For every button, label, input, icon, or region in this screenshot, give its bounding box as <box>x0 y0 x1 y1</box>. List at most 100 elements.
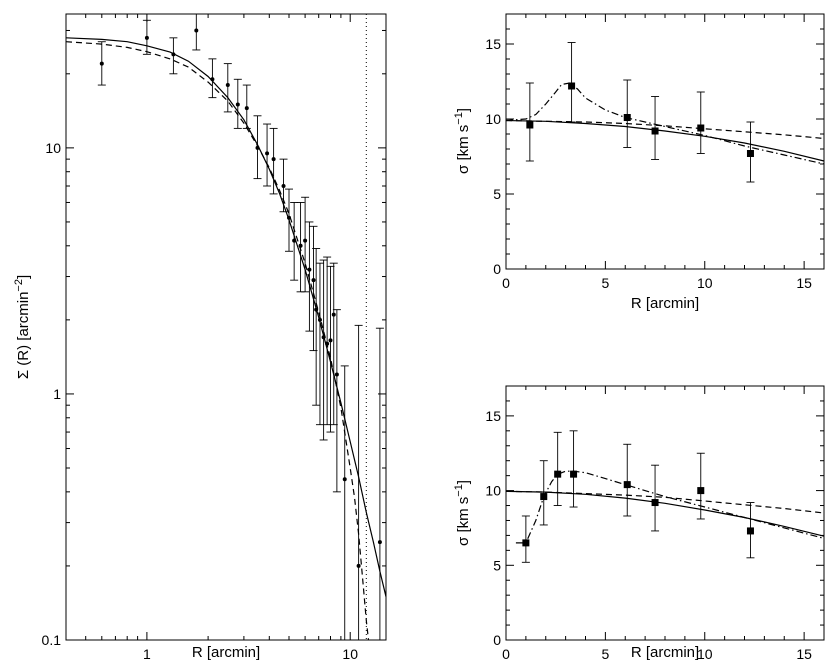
y-axis-label-superscript: −1 <box>453 112 465 125</box>
point-marker <box>317 317 322 322</box>
x-tick-label: 0 <box>502 646 510 662</box>
y-axis-label: σ [km s−1] <box>453 480 472 546</box>
x-tick-label: 0 <box>502 275 510 291</box>
curve-dashdot <box>515 470 825 544</box>
curve-dashdot <box>505 82 825 165</box>
point-marker <box>334 372 339 377</box>
data-point <box>569 430 578 508</box>
data-point <box>319 259 328 441</box>
data-point <box>223 63 232 113</box>
data-point <box>263 123 272 187</box>
data-point <box>340 365 349 641</box>
plot-frame <box>505 385 825 641</box>
point-marker <box>271 157 276 162</box>
y-axis-label: Σ (R) [arcmin−2] <box>13 275 32 379</box>
point-marker <box>568 82 576 90</box>
data-point <box>746 121 755 183</box>
point-marker <box>287 215 292 220</box>
data-point <box>305 221 314 332</box>
point-marker <box>356 563 361 568</box>
y-tick-label: 1 <box>53 386 61 402</box>
x-tick-label: 15 <box>796 275 812 291</box>
point-marker <box>298 243 303 248</box>
data-point <box>623 443 632 517</box>
point-marker <box>342 477 347 482</box>
point-marker <box>746 527 754 535</box>
point-marker <box>570 470 578 478</box>
major-ticks: 0 5 10 15 0 5 10 15 <box>485 14 825 291</box>
panel-dispersion-bottom: 0 5 10 15 0 5 10 15 R [arcmin] σ [km s−1] <box>453 385 825 662</box>
curve-dashed <box>65 41 370 641</box>
point-marker <box>144 35 149 40</box>
data-point <box>329 262 338 426</box>
point-marker <box>331 312 336 317</box>
point-marker <box>314 307 319 312</box>
point-marker <box>281 183 286 188</box>
point-marker <box>623 481 631 489</box>
data-point <box>696 452 705 520</box>
point-marker <box>303 238 308 243</box>
data-point <box>242 84 251 129</box>
point-marker <box>171 52 176 57</box>
data-point <box>142 19 151 55</box>
data-point <box>326 265 335 433</box>
point-marker <box>321 335 326 340</box>
data-point <box>525 82 534 162</box>
point-marker <box>99 61 104 66</box>
point-marker <box>697 124 705 132</box>
data-point <box>253 115 262 180</box>
point-marker <box>540 493 548 501</box>
curve-dashed <box>505 119 825 140</box>
x-tick-label: 10 <box>697 275 713 291</box>
panel-surface-density: 1 10 0.1 1 10 R [arcmin] Σ (R) [arcmin−2] <box>13 13 387 662</box>
data-point <box>332 309 341 493</box>
data-point <box>312 248 321 406</box>
x-tick-label: 10 <box>342 646 358 662</box>
data-point <box>296 202 305 293</box>
point-marker <box>554 470 562 478</box>
point-marker <box>265 151 270 156</box>
data-point <box>290 202 299 281</box>
major-ticks: 0 5 10 15 0 5 10 15 <box>485 386 825 662</box>
y-tick-label: 10 <box>45 140 61 156</box>
data-point <box>746 502 755 559</box>
curve-dashed <box>505 490 825 514</box>
point-marker <box>311 278 316 283</box>
plot-frame <box>505 13 825 270</box>
data-point <box>651 464 660 532</box>
model-curves <box>65 37 387 641</box>
point-marker <box>377 540 382 545</box>
model-curves <box>505 470 825 544</box>
point-marker <box>307 267 312 272</box>
x-axis-label: R [arcmin] <box>631 295 699 312</box>
data-point <box>623 79 632 148</box>
curve-solid <box>505 490 825 537</box>
data-point <box>301 196 310 293</box>
model-curves <box>505 82 825 165</box>
data-point <box>315 262 324 426</box>
point-marker <box>651 127 659 135</box>
point-marker <box>651 499 659 507</box>
curve-solid <box>65 37 387 597</box>
x-axis-label: R [arcmin] <box>192 644 260 661</box>
y-tick-label: 5 <box>493 557 501 573</box>
point-marker <box>194 28 199 33</box>
point-marker <box>526 121 534 129</box>
data-point <box>285 188 294 252</box>
data-point <box>169 37 178 75</box>
point-marker <box>244 106 249 111</box>
y-tick-label: 10 <box>485 111 501 127</box>
y-tick-label: 15 <box>485 408 501 424</box>
data-point <box>354 324 363 641</box>
plot-frame <box>65 13 387 641</box>
data-point <box>521 515 530 563</box>
data-point <box>233 78 242 129</box>
y-axis-label: σ [km s−1] <box>453 108 472 174</box>
point-marker <box>746 150 754 157</box>
point-marker <box>225 83 230 88</box>
data-point <box>539 460 548 526</box>
point-marker <box>697 487 705 495</box>
point-marker <box>522 539 530 547</box>
data-points <box>525 42 755 183</box>
